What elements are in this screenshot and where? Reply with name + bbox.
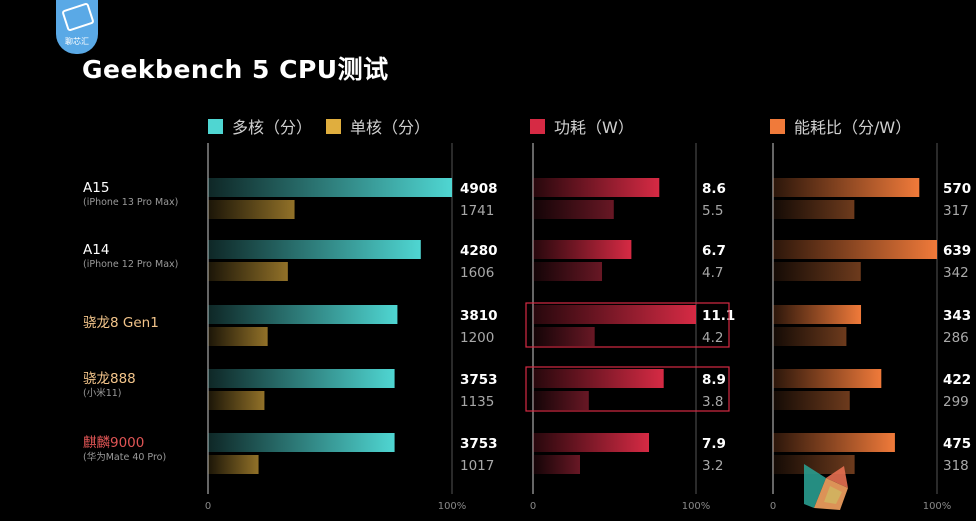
bar-efficiency-2-0 xyxy=(773,305,862,324)
axis-tick-max-efficiency: 100% xyxy=(923,501,952,512)
axis-tick-min-performance: 0 xyxy=(205,501,211,512)
value-label-performance-3-0: 3753 xyxy=(460,372,498,388)
bar-efficiency-4-1 xyxy=(773,455,855,474)
value-label-power-4-1: 3.2 xyxy=(702,458,723,474)
chip-logo-icon: 聊芯汇 xyxy=(56,0,98,54)
bar-efficiency-2-1 xyxy=(773,327,847,346)
category-label: A15 (iPhone 13 Pro Max) xyxy=(83,180,178,209)
bar-power-2-0 xyxy=(533,305,696,324)
value-label-power-0-1: 5.5 xyxy=(702,203,723,219)
value-label-performance-2-1: 1200 xyxy=(460,330,494,346)
category-label: A14 (iPhone 12 Pro Max) xyxy=(83,242,178,271)
bar-performance-1-0 xyxy=(208,240,421,259)
legend-label-power: 功耗（W） xyxy=(554,118,634,137)
category-label: 骁龙8 Gen1 xyxy=(83,315,159,331)
logo-text: 聊芯汇 xyxy=(65,37,89,46)
value-label-efficiency-1-0: 639 xyxy=(943,243,971,259)
axis-tick-max-power: 100% xyxy=(682,501,711,512)
bar-power-0-0 xyxy=(533,178,660,197)
bar-performance-4-0 xyxy=(208,433,395,452)
legend-efficiency: 能耗比（分/W） xyxy=(770,114,911,138)
bar-performance-0-1 xyxy=(208,200,295,219)
value-label-efficiency-3-1: 299 xyxy=(943,394,969,410)
bar-performance-4-1 xyxy=(208,455,259,474)
bar-power-0-1 xyxy=(533,200,614,219)
value-label-efficiency-0-1: 317 xyxy=(943,203,969,219)
category-name: A14 xyxy=(83,242,110,258)
bar-performance-2-1 xyxy=(208,327,268,346)
value-label-power-2-0: 11.1 xyxy=(702,308,735,324)
bar-power-1-1 xyxy=(533,262,603,281)
bar-efficiency-0-0 xyxy=(773,178,920,197)
legend-swatch-power xyxy=(530,118,545,134)
category-name: 麒麟9000 xyxy=(83,435,145,451)
value-label-efficiency-4-1: 318 xyxy=(943,458,969,474)
legend-swatch-singlecore xyxy=(326,118,342,134)
category-sub: (iPhone 12 Pro Max) xyxy=(83,259,179,270)
axis-tick-min-efficiency: 0 xyxy=(770,501,776,512)
category-label: 骁龙888 (小米11) xyxy=(83,371,136,400)
value-label-power-3-1: 3.8 xyxy=(702,394,723,410)
legend-performance: 多核（分） 单核（分） xyxy=(208,114,430,138)
bar-power-3-1 xyxy=(533,391,589,410)
value-label-efficiency-2-1: 286 xyxy=(943,330,969,346)
legend-swatch-multicore xyxy=(208,118,223,134)
axis-tick-min-power: 0 xyxy=(530,501,536,512)
category-name: 骁龙8 Gen1 xyxy=(83,315,159,331)
value-label-power-0-0: 8.6 xyxy=(702,181,726,197)
category-name: A15 xyxy=(83,180,110,196)
bar-power-3-0 xyxy=(533,369,664,388)
value-label-efficiency-0-0: 570 xyxy=(943,181,971,197)
legend-label-multicore: 多核（分） xyxy=(232,118,313,137)
bar-performance-3-0 xyxy=(208,369,395,388)
legend-label-efficiency: 能耗比（分/W） xyxy=(794,118,912,137)
value-label-efficiency-3-0: 422 xyxy=(943,372,971,388)
bar-performance-3-1 xyxy=(208,391,265,410)
value-label-power-1-1: 4.7 xyxy=(702,265,723,281)
bar-efficiency-4-0 xyxy=(773,433,895,452)
bar-power-4-0 xyxy=(533,433,650,452)
value-label-performance-1-1: 1606 xyxy=(460,265,494,281)
highlight-box-3 xyxy=(525,366,730,412)
category-sub: (华为Mate 40 Pro) xyxy=(83,452,167,463)
value-label-power-4-0: 7.9 xyxy=(702,436,726,452)
bar-efficiency-3-0 xyxy=(773,369,882,388)
bar-efficiency-1-0 xyxy=(773,240,937,259)
bar-efficiency-3-1 xyxy=(773,391,850,410)
value-label-performance-4-1: 1017 xyxy=(460,458,494,474)
value-label-efficiency-1-1: 342 xyxy=(943,265,969,281)
value-label-performance-2-0: 3810 xyxy=(460,308,498,324)
bar-power-2-1 xyxy=(533,327,595,346)
value-label-performance-1-0: 4280 xyxy=(460,243,498,259)
bar-performance-2-0 xyxy=(208,305,398,324)
legend-power: 功耗（W） xyxy=(530,114,634,138)
axis-tick-max-performance: 100% xyxy=(438,501,467,512)
value-label-power-2-1: 4.2 xyxy=(702,330,723,346)
highlight-box-2 xyxy=(525,302,730,348)
value-label-performance-4-0: 3753 xyxy=(460,436,498,452)
value-label-efficiency-4-0: 475 xyxy=(943,436,971,452)
bar-efficiency-0-1 xyxy=(773,200,855,219)
value-label-performance-0-0: 4908 xyxy=(460,181,498,197)
value-label-power-1-0: 6.7 xyxy=(702,243,726,259)
value-label-power-3-0: 8.9 xyxy=(702,372,726,388)
value-label-efficiency-2-0: 343 xyxy=(943,308,971,324)
bar-performance-0-0 xyxy=(208,178,452,197)
value-label-performance-0-1: 1741 xyxy=(460,203,494,219)
legend-swatch-efficiency xyxy=(770,118,785,134)
watermark-logo-icon xyxy=(804,464,848,510)
legend-label-singlecore: 单核（分） xyxy=(350,118,431,137)
category-sub: (小米11) xyxy=(83,388,122,399)
category-name: 骁龙888 xyxy=(83,371,136,387)
bar-power-4-1 xyxy=(533,455,580,474)
category-sub: (iPhone 13 Pro Max) xyxy=(83,197,179,208)
bar-efficiency-1-1 xyxy=(773,262,861,281)
bar-power-1-0 xyxy=(533,240,632,259)
bar-performance-1-1 xyxy=(208,262,288,281)
value-label-performance-3-1: 1135 xyxy=(460,394,494,410)
category-label: 麒麟9000 (华为Mate 40 Pro) xyxy=(83,435,166,464)
chart-title: Geekbench 5 CPU测试 xyxy=(82,55,389,84)
